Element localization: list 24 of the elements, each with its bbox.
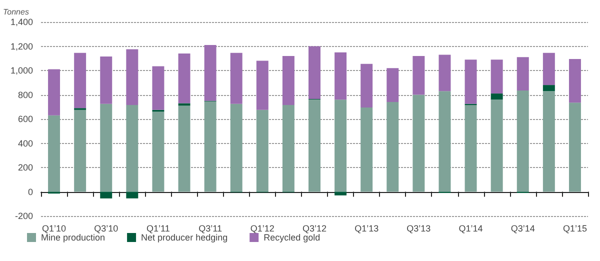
x-tick-label: Q3’11 <box>198 224 222 234</box>
x-tick-label: Q1’12 <box>250 224 274 234</box>
y-tick-label: 1,200 <box>10 41 33 52</box>
x-tick-label: Q3’10 <box>94 224 118 234</box>
y-tick-label: 1,000 <box>10 66 33 76</box>
legend-label: Mine production <box>41 232 106 242</box>
y-tick-label: 600 <box>18 114 33 124</box>
y-tick-label: 800 <box>18 90 33 100</box>
y-tick-label: 400 <box>18 138 33 148</box>
x-tick-label: Q1’11 <box>146 224 170 234</box>
y-tick-label: 1,400 <box>10 17 33 27</box>
x-tick-label: Q1’14 <box>458 224 483 234</box>
y-axis-title: Tonnes <box>3 8 29 16</box>
y-tick-label: 0 <box>28 186 33 197</box>
y-tick-label: 200 <box>18 162 33 172</box>
x-tick-label: Q3’14 <box>510 224 535 234</box>
legend-label: Net producer hedging <box>141 232 228 242</box>
x-tick-label: Q1’13 <box>354 224 379 234</box>
x-tick-label: Q3’12 <box>302 224 327 234</box>
y-tick-label: -200 <box>14 211 33 221</box>
x-tick-label: Q3’13 <box>406 224 431 234</box>
x-tick-label: Q1’15 <box>562 224 587 234</box>
legend-label: Recycled gold <box>264 232 320 242</box>
x-tick-label: Q1’10 <box>42 224 66 234</box>
